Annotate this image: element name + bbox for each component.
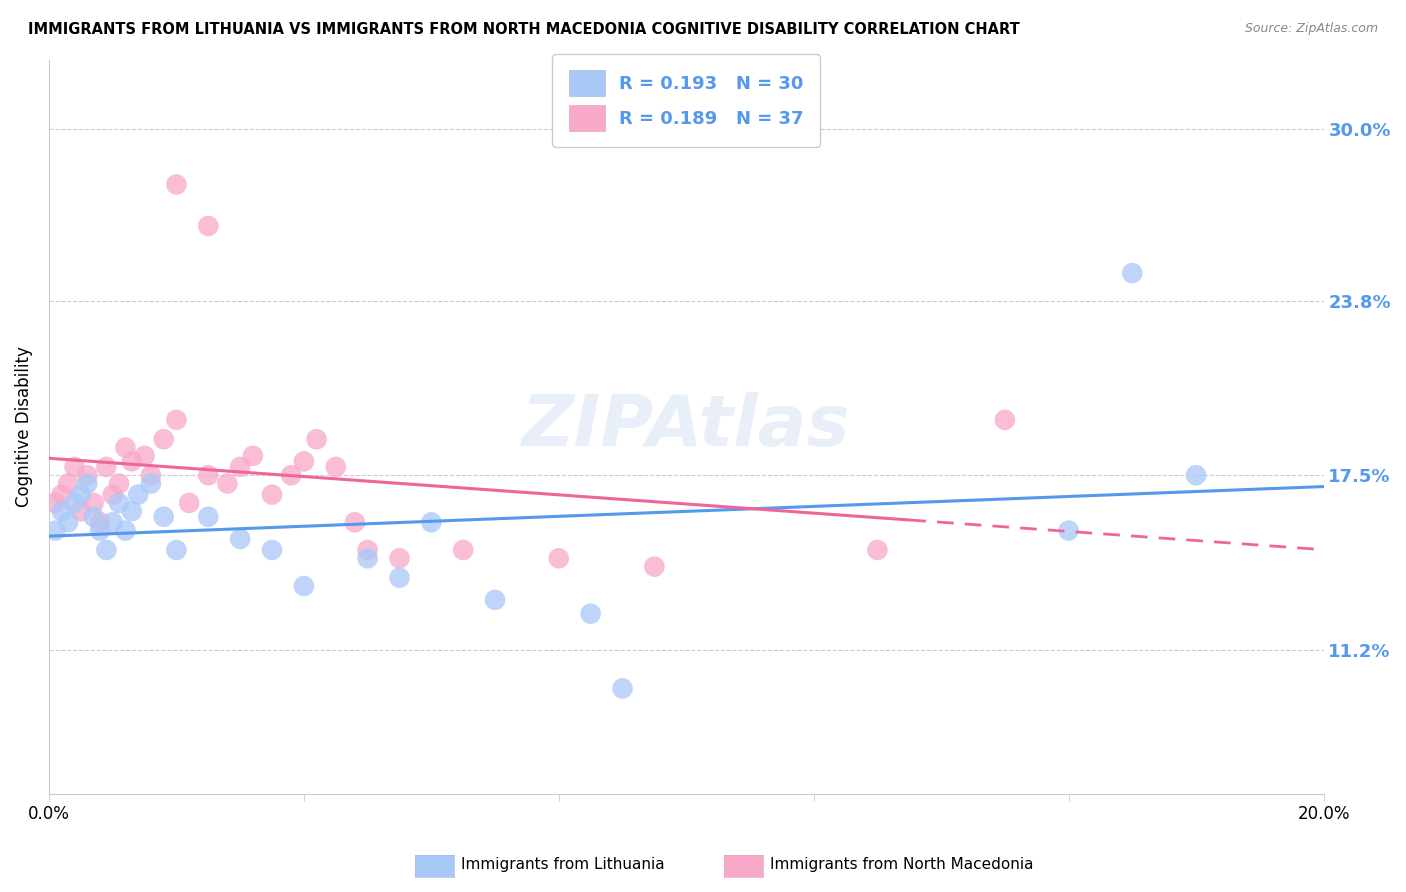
Point bbox=[292, 579, 315, 593]
Point bbox=[69, 487, 91, 501]
Point bbox=[1121, 266, 1143, 280]
Point bbox=[69, 504, 91, 518]
Point bbox=[229, 459, 252, 474]
Point bbox=[63, 496, 86, 510]
Point bbox=[866, 543, 889, 558]
Point bbox=[165, 413, 187, 427]
Point bbox=[134, 449, 156, 463]
Point bbox=[101, 516, 124, 530]
Point bbox=[643, 559, 665, 574]
Point bbox=[152, 509, 174, 524]
Point bbox=[63, 459, 86, 474]
Text: ZIPAtlas: ZIPAtlas bbox=[522, 392, 851, 461]
Point bbox=[292, 454, 315, 468]
Legend: R = 0.193   N = 30, R = 0.189   N = 37: R = 0.193 N = 30, R = 0.189 N = 37 bbox=[553, 54, 820, 147]
Point bbox=[260, 487, 283, 501]
Point bbox=[260, 543, 283, 558]
Point bbox=[356, 543, 378, 558]
Point bbox=[305, 432, 328, 446]
Point bbox=[197, 509, 219, 524]
Point bbox=[388, 571, 411, 585]
Point bbox=[1185, 468, 1208, 483]
Point bbox=[1057, 524, 1080, 538]
Point bbox=[139, 476, 162, 491]
Point bbox=[356, 551, 378, 566]
Point bbox=[114, 524, 136, 538]
Point bbox=[89, 524, 111, 538]
Point bbox=[121, 504, 143, 518]
Point bbox=[51, 487, 73, 501]
Point bbox=[229, 532, 252, 546]
Point bbox=[579, 607, 602, 621]
Point bbox=[51, 504, 73, 518]
Point bbox=[420, 516, 443, 530]
Point bbox=[44, 524, 66, 538]
Point bbox=[612, 681, 634, 696]
Point bbox=[76, 468, 98, 483]
Point bbox=[197, 468, 219, 483]
Point bbox=[96, 459, 118, 474]
Point bbox=[114, 441, 136, 455]
Text: Source: ZipAtlas.com: Source: ZipAtlas.com bbox=[1244, 22, 1378, 36]
Point bbox=[152, 432, 174, 446]
Point bbox=[994, 413, 1017, 427]
Point bbox=[108, 496, 131, 510]
Point bbox=[217, 476, 239, 491]
Text: IMMIGRANTS FROM LITHUANIA VS IMMIGRANTS FROM NORTH MACEDONIA COGNITIVE DISABILIT: IMMIGRANTS FROM LITHUANIA VS IMMIGRANTS … bbox=[28, 22, 1019, 37]
Point bbox=[197, 219, 219, 233]
Point bbox=[83, 496, 105, 510]
Point bbox=[179, 496, 201, 510]
Point bbox=[242, 449, 264, 463]
Point bbox=[343, 516, 366, 530]
Point bbox=[101, 487, 124, 501]
Point bbox=[83, 509, 105, 524]
Y-axis label: Cognitive Disability: Cognitive Disability bbox=[15, 346, 32, 508]
Point bbox=[76, 476, 98, 491]
Text: Immigrants from North Macedonia: Immigrants from North Macedonia bbox=[770, 857, 1033, 872]
Point bbox=[388, 551, 411, 566]
Point bbox=[44, 496, 66, 510]
Point bbox=[89, 516, 111, 530]
Point bbox=[165, 543, 187, 558]
Point bbox=[56, 516, 79, 530]
Point bbox=[451, 543, 474, 558]
Point bbox=[139, 468, 162, 483]
Point bbox=[547, 551, 569, 566]
Point bbox=[280, 468, 302, 483]
Text: Immigrants from Lithuania: Immigrants from Lithuania bbox=[461, 857, 665, 872]
Point bbox=[96, 543, 118, 558]
Point bbox=[108, 476, 131, 491]
Point bbox=[127, 487, 149, 501]
Point bbox=[484, 592, 506, 607]
Point bbox=[165, 178, 187, 192]
Point bbox=[121, 454, 143, 468]
Point bbox=[56, 476, 79, 491]
Point bbox=[325, 459, 347, 474]
